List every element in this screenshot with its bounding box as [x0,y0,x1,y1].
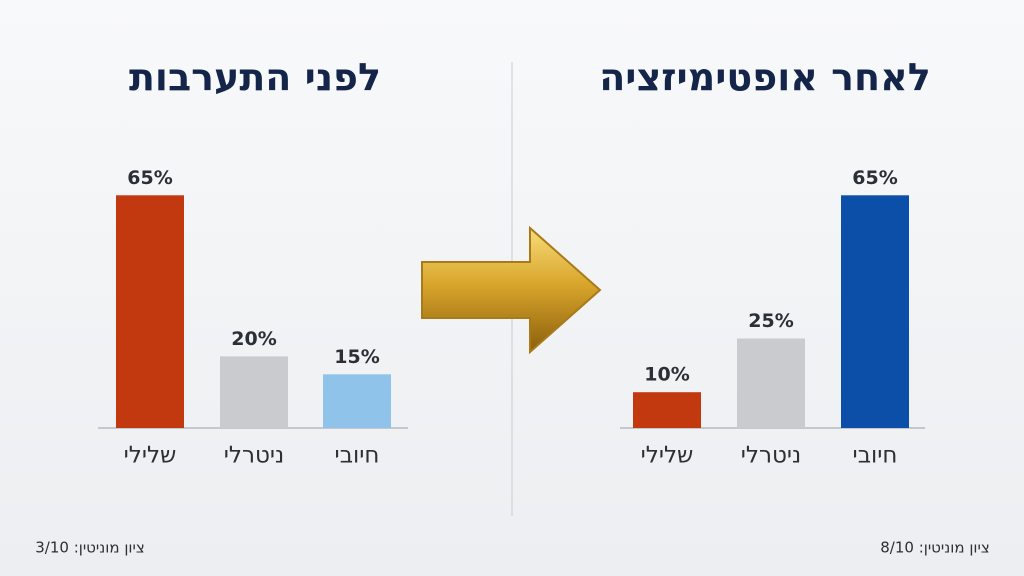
category-label: ניטרלי [741,443,801,469]
category-label: שלילי [124,443,177,469]
bar [841,195,909,428]
chart-title: לפני התערבות [129,56,381,100]
footnote: ציון מוניטין: 8/10 [880,539,990,557]
bar [323,374,391,428]
bar [220,356,288,428]
value-label: 65% [127,167,172,189]
value-label: 65% [852,167,897,189]
value-label: 10% [644,364,689,386]
chart-title: לאחר אופטימיזציה [599,56,931,100]
bar [116,195,184,428]
arrow [421,225,602,355]
footnote: ציון מוניטין: 3/10 [35,539,145,557]
category-label: ניטרלי [224,443,284,469]
value-label: 20% [231,328,276,350]
category-label: חיובי [335,443,380,469]
bar [737,338,805,428]
value-label: 25% [748,310,793,332]
category-label: חיובי [853,443,898,469]
value-label: 15% [334,346,379,368]
category-label: שלילי [641,443,694,469]
bar [633,392,701,428]
